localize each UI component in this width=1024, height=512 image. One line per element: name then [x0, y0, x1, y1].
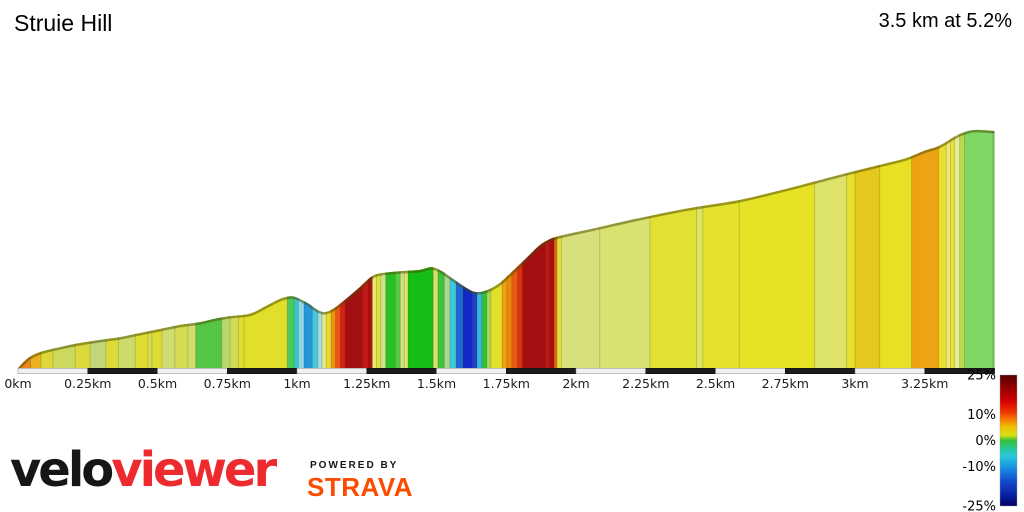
gradient-band — [90, 129, 107, 368]
axis-scale-segment — [366, 368, 437, 374]
axis-scale-segment — [157, 368, 228, 374]
gradient-band — [879, 129, 913, 368]
x-axis-label: 2km — [562, 376, 589, 391]
gradient-band — [599, 129, 651, 368]
gradient-band — [463, 129, 473, 368]
axis-scale-segment — [227, 368, 298, 374]
x-axis-label: 0.25km — [64, 376, 111, 391]
x-axis-label: 1km — [283, 376, 310, 391]
gradient-band — [148, 129, 153, 368]
gradient-band — [345, 129, 363, 368]
gradient-bands — [18, 129, 995, 368]
legend-label: -10% — [962, 460, 996, 475]
gradient-band — [814, 129, 847, 368]
veloviewer-logo: veloviewer — [10, 446, 277, 494]
gradient-band — [75, 129, 91, 368]
powered-by-label: POWERED BY — [310, 460, 399, 471]
gradient-band — [437, 129, 445, 368]
axis-scale-segment — [715, 368, 786, 374]
gradient-band — [230, 129, 239, 368]
gradient-band — [911, 129, 940, 368]
veloviewer-logo-velo: velo — [10, 442, 114, 498]
gradient-band — [490, 129, 503, 368]
gradient-band — [221, 129, 231, 368]
gradient-band — [545, 129, 550, 368]
gradient-band — [456, 129, 464, 368]
gradient-band — [511, 129, 518, 368]
gradient-band — [522, 129, 546, 368]
x-axis-label: 1.5km — [417, 376, 456, 391]
gradient-band — [135, 129, 149, 368]
axis-scale-segment — [87, 368, 158, 374]
gradient-band — [449, 129, 457, 368]
gradient-band — [946, 129, 951, 368]
gradient-band — [846, 129, 856, 368]
gradient-band — [739, 129, 815, 368]
x-axis-label: 1.75km — [483, 376, 530, 391]
axis-scale-segment — [924, 368, 995, 374]
gradient-band — [40, 129, 54, 368]
gradient-band — [950, 129, 955, 368]
x-axis-label: 3km — [841, 376, 868, 391]
gradient-band — [174, 129, 189, 368]
x-axis-label: 3.25km — [901, 376, 948, 391]
x-axis-label: 0km — [4, 376, 31, 391]
gradient-band — [195, 129, 222, 368]
veloviewer-logo-viewer: viewer — [111, 442, 277, 498]
page-title: Struie Hill — [14, 10, 113, 36]
x-axis-label: 2.75km — [762, 376, 809, 391]
gradient-band — [649, 129, 697, 368]
gradient-band — [938, 129, 947, 368]
x-axis-label: 1.25km — [343, 376, 390, 391]
gradient-band — [554, 129, 558, 368]
gradient-band — [105, 129, 119, 368]
axis-scale-segment — [436, 368, 507, 374]
legend-label: -25% — [962, 500, 996, 512]
x-axis-label: 2.5km — [696, 376, 735, 391]
gradient-band — [385, 129, 396, 368]
legend-label: 10% — [967, 408, 996, 423]
axis-scale-segment — [575, 368, 647, 374]
gradient-band — [244, 129, 288, 368]
gradient-band — [18, 129, 31, 368]
gradient-band — [30, 129, 42, 368]
axis-scale-segment — [785, 368, 856, 374]
gradient-legend-bar — [999, 374, 1018, 507]
axis-scale-segment — [645, 368, 716, 374]
axis-scale-segment — [854, 368, 926, 374]
gradient-band — [696, 129, 704, 368]
gradient-band — [118, 129, 136, 368]
gradient-band — [557, 129, 562, 368]
gradient-band — [408, 129, 434, 368]
legend-label: 25% — [967, 369, 996, 384]
axis-scale-segment — [296, 368, 368, 374]
axis-scale-segment — [506, 368, 577, 374]
x-axis-label: 0.75km — [204, 376, 251, 391]
gradient-band — [549, 129, 555, 368]
gradient-band — [959, 129, 965, 368]
profile-top-edge — [18, 129, 995, 368]
gradient-band — [52, 129, 76, 368]
strava-logo: STRAVA — [307, 472, 414, 502]
climb-stats: 3.5 km at 5.2% — [878, 10, 1012, 32]
gradient-band — [954, 129, 960, 368]
x-axis-label: 0.5km — [138, 376, 177, 391]
gradient-band — [964, 129, 995, 368]
gradient-band — [151, 129, 163, 368]
gradient-band — [702, 129, 740, 368]
gradient-band — [304, 129, 313, 368]
gradient-band — [187, 129, 197, 368]
axis-scale-segment — [17, 368, 89, 374]
gradient-band — [287, 129, 295, 368]
legend-label: 0% — [975, 434, 996, 449]
x-axis-label: 2.25km — [622, 376, 669, 391]
gradient-band — [855, 129, 880, 368]
